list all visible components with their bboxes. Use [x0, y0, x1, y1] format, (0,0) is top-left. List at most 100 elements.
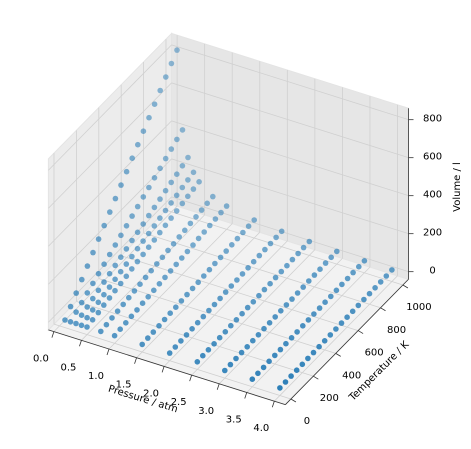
data-point [255, 370, 261, 377]
data-point [233, 355, 239, 362]
data-point [139, 341, 145, 348]
data-point [84, 314, 90, 321]
data-point [182, 227, 188, 234]
data-point [111, 332, 118, 339]
data-point [101, 291, 107, 298]
data-point [173, 261, 179, 268]
data-point [218, 209, 224, 216]
data-point [123, 261, 130, 267]
grid-line [53, 323, 292, 400]
data-point [295, 250, 301, 257]
z-tick-label: 600 [423, 152, 442, 163]
data-point [355, 302, 362, 309]
grid-line [171, 158, 409, 235]
data-point [174, 171, 180, 177]
data-point [146, 184, 152, 191]
data-point [163, 74, 169, 80]
data-point [112, 262, 118, 269]
data-point [245, 223, 252, 229]
grid-line [48, 196, 172, 323]
data-point [139, 300, 146, 307]
data-point [140, 221, 146, 227]
data-point [112, 287, 118, 294]
data-point [165, 247, 171, 254]
data-point [185, 193, 191, 200]
data-point [151, 101, 158, 107]
data-point [273, 234, 279, 241]
data-point [266, 358, 272, 365]
axis-line [48, 329, 286, 406]
z-tick-label: 400 [423, 190, 442, 201]
data-point [95, 287, 102, 294]
data-point [106, 295, 113, 301]
data-point [118, 232, 124, 239]
data-point [62, 317, 68, 323]
data-point [145, 230, 152, 237]
data-point [103, 321, 110, 328]
data-point [101, 279, 107, 285]
data-point [101, 302, 107, 308]
y-tick-label: 400 [342, 370, 361, 381]
data-point [151, 223, 158, 229]
data-point [189, 326, 195, 332]
data-point [168, 215, 174, 221]
data-point [140, 251, 146, 258]
data-point [244, 304, 251, 311]
data-point [173, 192, 180, 199]
data-point [198, 207, 205, 213]
data-point [278, 308, 284, 314]
grid-line [218, 258, 343, 385]
x-tick-label: 3.0 [198, 406, 214, 417]
grid-line [171, 196, 409, 273]
panes [47, 32, 410, 406]
data-point [120, 301, 126, 308]
data-point [305, 355, 311, 362]
z-tick-label: 200 [423, 228, 442, 239]
x-tick-label: 1.0 [88, 371, 104, 382]
points [62, 47, 395, 391]
data-point [299, 361, 306, 368]
data-point [168, 60, 175, 67]
data-point [322, 299, 328, 306]
data-point [179, 163, 186, 169]
data-point [101, 261, 107, 268]
data-point [173, 208, 180, 214]
data-point [151, 237, 158, 243]
tick-mark [290, 398, 297, 403]
data-point [227, 361, 234, 368]
grid-line [274, 275, 398, 402]
z-tick-label: 800 [423, 114, 442, 125]
data-point [244, 344, 250, 350]
data-point [193, 214, 199, 220]
tick-mark [402, 284, 409, 289]
x-tick-label: 2.0 [143, 388, 159, 399]
data-point [255, 332, 262, 338]
x-tick-label: 4.0 [253, 423, 269, 434]
data-point [73, 290, 79, 296]
tick-mark [134, 357, 137, 364]
data-point [157, 165, 163, 172]
x-tick-label: 1.5 [116, 380, 132, 391]
grid-line [171, 82, 409, 159]
data-point [201, 229, 207, 235]
data-point [223, 248, 229, 254]
data-point [327, 332, 334, 338]
data-point [140, 238, 146, 244]
data-point [123, 246, 130, 252]
data-point [178, 298, 185, 304]
data-point [245, 265, 251, 271]
tick-mark [189, 374, 193, 382]
grid [48, 35, 414, 408]
data-point [118, 254, 124, 260]
data-point [228, 322, 234, 329]
data-point [90, 280, 96, 287]
tick-mark [380, 307, 386, 312]
data-point [184, 248, 191, 255]
data-point [162, 207, 169, 214]
data-point [212, 260, 218, 267]
data-point [210, 193, 216, 200]
data-point [306, 278, 312, 284]
data-point [306, 238, 313, 245]
data-point [294, 290, 301, 296]
grid-line [191, 249, 316, 376]
